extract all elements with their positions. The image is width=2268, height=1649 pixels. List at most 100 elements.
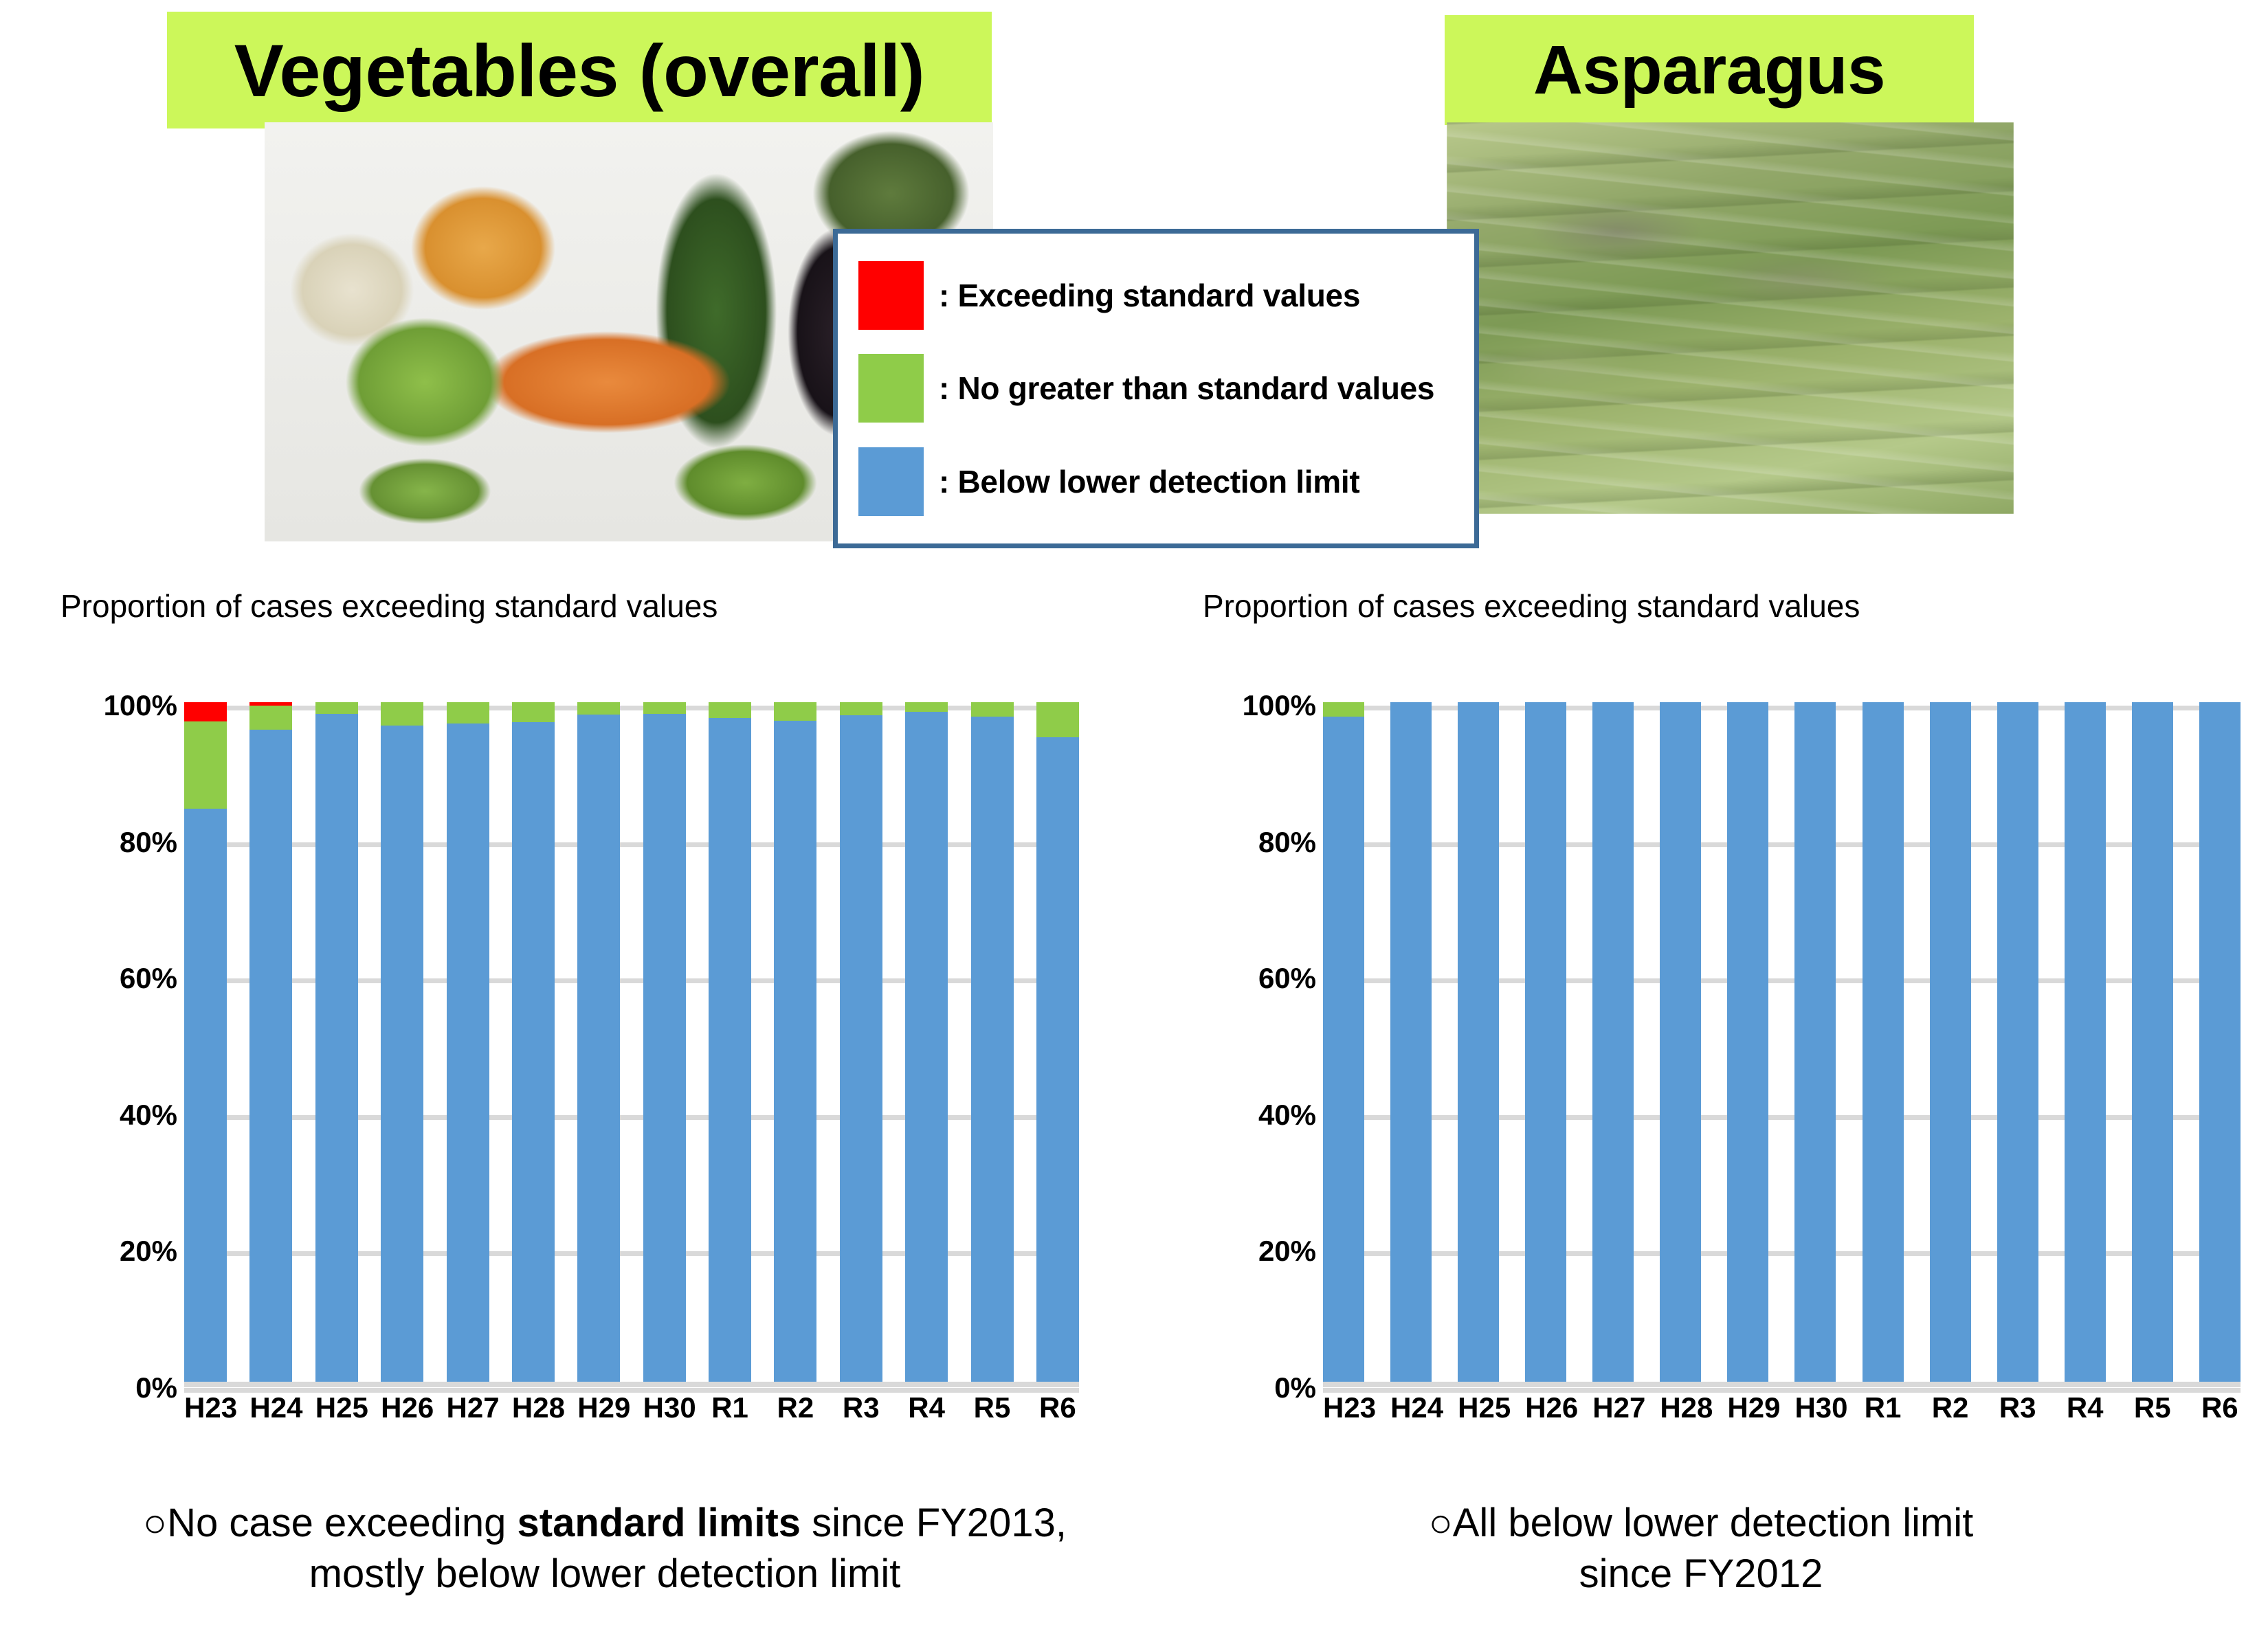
gridline xyxy=(1323,706,2241,710)
bar-H23[interactable] xyxy=(1323,702,1364,1384)
bar-segment-below-lower-detection-limit xyxy=(1929,702,1971,1384)
gridline xyxy=(1323,1251,2241,1257)
chart-vegetables-overall: Proportion of cases exceeding standard v… xyxy=(0,587,1141,1481)
bar-R3[interactable] xyxy=(839,702,882,1384)
chart-right-bars xyxy=(1323,702,2241,1384)
bar-R6[interactable] xyxy=(2199,702,2241,1384)
bar-R2[interactable] xyxy=(1929,702,1971,1384)
x-tick-label-R5: R5 xyxy=(973,1391,1011,1424)
y-tick-label: 100% xyxy=(103,689,177,721)
page-title-asparagus: Asparagus xyxy=(1445,15,1974,125)
y-tick-label: 80% xyxy=(119,825,177,858)
footnote-left-line2: mostly below lower detection limit xyxy=(309,1551,901,1597)
gridline xyxy=(1323,1114,2241,1120)
gridline xyxy=(184,706,1079,710)
bar-H27[interactable] xyxy=(446,702,489,1384)
x-tick-label-H25: H25 xyxy=(315,1391,368,1424)
bar-R4[interactable] xyxy=(2064,702,2106,1384)
bar-R5[interactable] xyxy=(970,702,1014,1384)
chart-left-bars xyxy=(184,702,1079,1384)
gridline xyxy=(1323,1388,2241,1393)
x-tick-label-H26: H26 xyxy=(1525,1391,1579,1424)
bar-segment-no-greater-than-standard-values xyxy=(315,702,358,714)
chart-left-y-axis: 0% 20% 40% 60% 80% 100% xyxy=(0,663,1141,1404)
x-tick-label-H27: H27 xyxy=(446,1391,500,1424)
x-tick-label-R3: R3 xyxy=(1999,1391,2036,1424)
gridline xyxy=(184,978,1079,984)
bar-R2[interactable] xyxy=(774,702,817,1384)
bar-H29[interactable] xyxy=(1727,702,1769,1384)
chart-right-x-axis: H23 H24 H25 H26 H27 H28 H29 H30 R1 R2 R3 R4 R5 R6 xyxy=(1323,1391,2241,1439)
bar-R5[interactable] xyxy=(2131,702,2173,1384)
bar-H27[interactable] xyxy=(1592,702,1634,1384)
bar-segment-no-greater-than-standard-values xyxy=(1323,702,1364,717)
y-tick-label: 0% xyxy=(1274,1371,1316,1404)
chart-right-y-axis: 0% 20% 40% 60% 80% 100% xyxy=(1182,663,2268,1404)
bar-segment-below-lower-detection-limit xyxy=(184,808,227,1384)
legend-label-no-greater: : No greater than standard values xyxy=(939,370,1435,407)
bar-segment-no-greater-than-standard-values xyxy=(970,702,1014,717)
chart-right-baseline xyxy=(1323,1382,2241,1387)
bar-segment-below-lower-detection-limit xyxy=(577,714,621,1384)
asparagus-photo-image xyxy=(1447,122,2014,514)
bar-segment-below-lower-detection-limit xyxy=(774,720,817,1384)
legend-item-below-limit: : Below lower detection limit xyxy=(858,444,1474,519)
bar-R1[interactable] xyxy=(709,702,751,1384)
x-tick-label-R2: R2 xyxy=(777,1391,814,1424)
bar-segment-below-lower-detection-limit xyxy=(381,725,424,1384)
x-tick-label-R1: R1 xyxy=(1864,1391,1902,1424)
bar-H28[interactable] xyxy=(511,702,555,1384)
bar-segment-no-greater-than-standard-values xyxy=(577,702,621,715)
gridline xyxy=(184,842,1079,847)
gridline xyxy=(184,1114,1079,1120)
chart-right-subtitle: Proportion of cases exceeding standard v… xyxy=(1203,588,1860,624)
bar-H25[interactable] xyxy=(315,702,358,1384)
bar-segment-below-lower-detection-limit xyxy=(905,711,948,1384)
bar-segment-below-lower-detection-limit xyxy=(315,713,358,1384)
x-tick-label-H30: H30 xyxy=(643,1391,696,1424)
bar-H23[interactable] xyxy=(184,702,227,1384)
bar-H24[interactable] xyxy=(249,702,293,1384)
x-tick-label-H23: H23 xyxy=(1323,1391,1377,1424)
bar-segment-no-greater-than-standard-values xyxy=(184,721,227,809)
bar-R1[interactable] xyxy=(1862,702,1904,1384)
x-tick-label-R6: R6 xyxy=(1039,1391,1076,1424)
x-tick-label-R2: R2 xyxy=(1931,1391,1969,1424)
bar-segment-below-lower-detection-limit xyxy=(2199,702,2241,1384)
bar-segment-no-greater-than-standard-values xyxy=(905,702,948,712)
legend-swatch-red-icon xyxy=(858,260,924,330)
y-tick-label: 100% xyxy=(1242,689,1316,721)
chart-left-plot: 0% 20% 40% 60% 80% 100% H23 H24 H25 H26 H27 H28 H29… xyxy=(0,663,1141,1481)
bar-H25[interactable] xyxy=(1458,702,1500,1384)
bar-R6[interactable] xyxy=(1036,702,1079,1384)
x-tick-label-R4: R4 xyxy=(908,1391,945,1424)
bar-H30[interactable] xyxy=(643,702,686,1384)
bar-segment-below-lower-detection-limit xyxy=(446,723,489,1384)
bar-segment-no-greater-than-standard-values xyxy=(1036,702,1079,737)
bar-H30[interactable] xyxy=(1794,702,1836,1384)
chart-left-baseline xyxy=(184,1382,1079,1387)
bar-H26[interactable] xyxy=(381,702,424,1384)
x-tick-label-H27: H27 xyxy=(1592,1391,1646,1424)
bar-H28[interactable] xyxy=(1660,702,1702,1384)
bar-H29[interactable] xyxy=(577,702,621,1384)
x-tick-label-H24: H24 xyxy=(1390,1391,1444,1424)
footnote-asparagus: ○All below lower detection limit since F… xyxy=(1271,1498,2131,1600)
bar-segment-no-greater-than-standard-values xyxy=(446,702,489,723)
bar-segment-below-lower-detection-limit xyxy=(1727,702,1769,1384)
bar-R4[interactable] xyxy=(905,702,948,1384)
legend-swatch-green-icon xyxy=(858,354,924,423)
x-tick-label-H24: H24 xyxy=(249,1391,303,1424)
bar-R3[interactable] xyxy=(1997,702,2038,1384)
bar-segment-below-lower-detection-limit xyxy=(1323,716,1364,1384)
bar-H24[interactable] xyxy=(1390,702,1432,1384)
legend-label-below-limit: : Below lower detection limit xyxy=(939,464,1360,500)
bar-H26[interactable] xyxy=(1525,702,1567,1384)
x-tick-label-H28: H28 xyxy=(1660,1391,1713,1424)
bar-segment-no-greater-than-standard-values xyxy=(511,702,555,722)
footnote-right-line1: All below lower detection limit xyxy=(1452,1501,1974,1545)
bar-segment-exceeding-standard-values xyxy=(184,702,227,721)
asparagus-photo xyxy=(1447,122,2014,514)
bar-segment-no-greater-than-standard-values xyxy=(381,702,424,726)
x-tick-label-H29: H29 xyxy=(1727,1391,1781,1424)
